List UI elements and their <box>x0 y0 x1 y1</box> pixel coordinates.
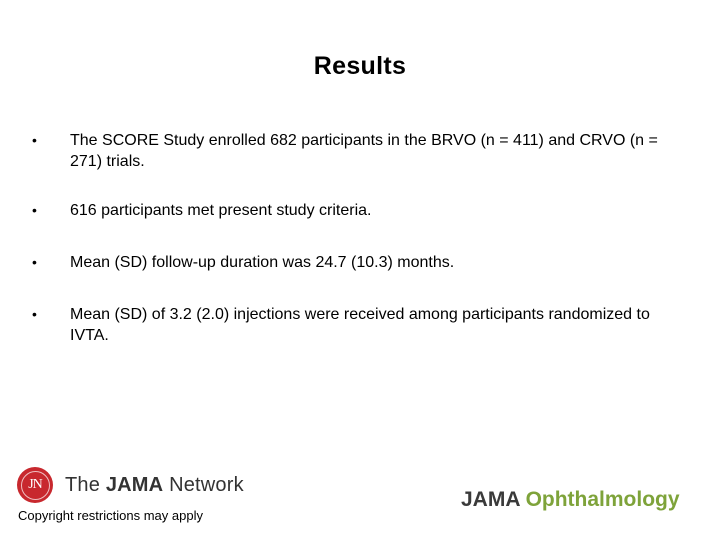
journal-prefix: JAMA <box>461 488 526 511</box>
wordmark-bold: JAMA <box>105 473 164 496</box>
journal-name: Ophthalmology <box>525 488 680 511</box>
bullet-item: • 616 participants met present study cri… <box>28 200 668 221</box>
bullet-marker: • <box>32 202 37 218</box>
bullet-list: • The SCORE Study enrolled 682 participa… <box>28 130 668 374</box>
jama-network-logo: JN The JAMA Network <box>17 466 244 504</box>
bullet-marker: • <box>32 306 37 322</box>
bullet-marker: • <box>32 132 37 148</box>
jama-network-wordmark: The JAMA Network <box>65 474 244 497</box>
wordmark-prefix: The <box>65 473 106 496</box>
bullet-text: 616 participants met present study crite… <box>70 202 372 219</box>
jn-monogram-icon: JN <box>17 467 53 503</box>
slide-title: Results <box>313 52 407 80</box>
bullet-marker: • <box>32 254 37 270</box>
bullet-text: Mean (SD) of 3.2 (2.0) injections were r… <box>70 306 650 344</box>
bullet-item: • The SCORE Study enrolled 682 participa… <box>28 130 668 172</box>
bullet-text: Mean (SD) follow-up duration was 24.7 (1… <box>70 254 455 271</box>
bullet-item: • Mean (SD) follow-up duration was 24.7 … <box>28 252 668 273</box>
bullet-item: • Mean (SD) of 3.2 (2.0) injections were… <box>28 304 668 346</box>
wordmark-suffix: Network <box>163 473 244 496</box>
jn-monogram-text: JN <box>20 470 50 500</box>
copyright-notice: Copyright restrictions may apply <box>18 508 203 523</box>
jama-ophthalmology-logo: JAMA Ophthalmology <box>461 488 680 512</box>
bullet-text: The SCORE Study enrolled 682 participant… <box>70 132 658 170</box>
